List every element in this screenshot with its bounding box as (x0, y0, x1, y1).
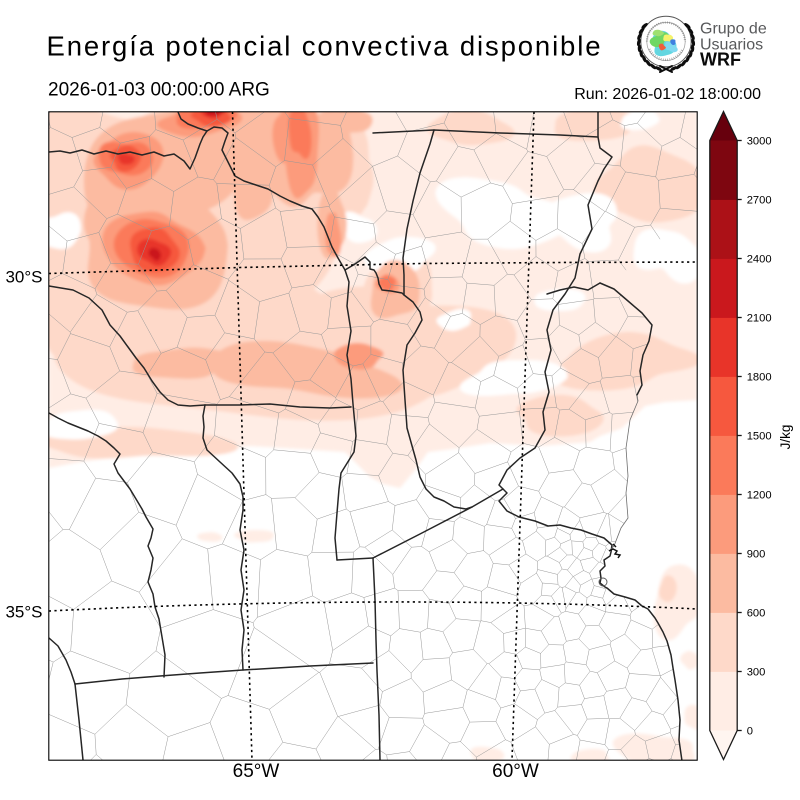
svg-text:Energía potencial convectiva d: Energía potencial convectiva disponible (47, 31, 601, 62)
svg-text:J/kg: J/kg (778, 425, 793, 450)
svg-text:2400: 2400 (747, 254, 772, 266)
svg-text:Usuarios: Usuarios (700, 37, 763, 54)
svg-text:30°S: 30°S (5, 268, 42, 287)
svg-text:2100: 2100 (747, 313, 772, 325)
svg-text:900: 900 (747, 549, 766, 561)
svg-text:2700: 2700 (747, 195, 772, 207)
svg-text:600: 600 (747, 608, 766, 620)
svg-text:65°W: 65°W (233, 761, 280, 782)
svg-text:2026-01-03 00:00:00 ARG: 2026-01-03 00:00:00 ARG (48, 80, 270, 101)
svg-text:60°W: 60°W (492, 761, 539, 782)
svg-text:1800: 1800 (747, 372, 772, 384)
svg-text:Run: 2026-01-02 18:00:00: Run: 2026-01-02 18:00:00 (574, 86, 761, 103)
svg-text:Grupo de: Grupo de (700, 21, 767, 38)
svg-text:35°S: 35°S (5, 603, 42, 622)
svg-text:1500: 1500 (747, 431, 772, 443)
svg-text:1200: 1200 (747, 490, 772, 502)
svg-text:300: 300 (747, 667, 766, 679)
svg-text:WRF: WRF (700, 50, 741, 70)
svg-text:0: 0 (747, 726, 753, 738)
svg-text:3000: 3000 (747, 136, 772, 148)
